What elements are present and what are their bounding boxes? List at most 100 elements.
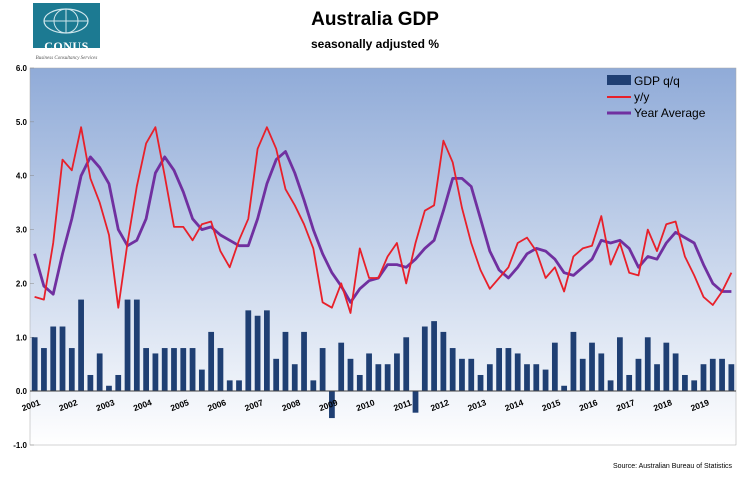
chart-subtitle: seasonally adjusted % bbox=[310, 37, 440, 51]
gdp-qq-bar bbox=[161, 348, 168, 392]
gdp-qq-bar bbox=[198, 369, 205, 392]
logo-emblem bbox=[33, 3, 100, 48]
gdp-qq-bar bbox=[87, 374, 94, 392]
legend-label: Year Average bbox=[634, 106, 706, 120]
gdp-qq-bar bbox=[115, 374, 122, 392]
gdp-qq-bars bbox=[31, 299, 735, 419]
gdp-qq-bar bbox=[319, 348, 326, 392]
gdp-qq-bar bbox=[412, 391, 419, 413]
legend-swatch-gdp bbox=[607, 75, 631, 85]
gdp-qq-bar bbox=[96, 353, 103, 392]
gdp-qq-bar bbox=[226, 380, 233, 392]
gdp-qq-bar bbox=[635, 358, 642, 392]
gdp-qq-bar bbox=[514, 353, 521, 392]
line-series bbox=[33, 126, 733, 314]
gdp-qq-bar bbox=[551, 342, 558, 392]
gdp-qq-bar bbox=[449, 348, 456, 392]
gdp-qq-bar bbox=[403, 337, 410, 392]
gdp-qq-bar bbox=[561, 385, 568, 392]
gdp-qq-bar bbox=[143, 348, 149, 392]
gdp-qq-bar bbox=[682, 374, 688, 392]
gdp-qq-bar bbox=[477, 374, 484, 392]
legend: GDP q/q y/y Year Average bbox=[607, 74, 706, 120]
gdp-qq-bar bbox=[273, 358, 280, 392]
logo-subtitle: Business Consultancy Services bbox=[35, 56, 98, 61]
gdp-qq-bar bbox=[607, 380, 614, 392]
yy-line bbox=[34, 126, 733, 314]
gdp-qq-bar bbox=[691, 380, 698, 392]
gdp-qq-bar bbox=[384, 364, 391, 392]
gdp-qq-bar bbox=[329, 391, 335, 419]
gdp-qq-bar bbox=[41, 348, 47, 392]
gdp-qq-bar bbox=[486, 364, 493, 392]
gdp-qq-bar bbox=[421, 326, 428, 392]
gdp-qq-bar bbox=[217, 348, 224, 392]
gdp-qq-bar bbox=[301, 331, 307, 392]
gdp-qq-bar bbox=[338, 342, 345, 392]
gdp-qq-bar bbox=[431, 321, 437, 392]
gdp-qq-bar bbox=[570, 331, 577, 392]
gdp-qq-bar bbox=[282, 331, 289, 392]
gdp-qq-bar bbox=[468, 358, 475, 392]
gdp-qq-bar bbox=[533, 364, 540, 392]
gdp-qq-bar bbox=[598, 353, 605, 392]
gdp-qq-bar bbox=[366, 353, 372, 392]
gdp-qq-bar bbox=[589, 342, 595, 392]
gdp-qq-bar bbox=[180, 348, 187, 392]
gdp-qq-bar bbox=[291, 364, 298, 392]
gdp-qq-bar bbox=[245, 310, 252, 392]
y-tick-label: 2.0 bbox=[16, 279, 28, 288]
y-tick-label: 4.0 bbox=[16, 172, 28, 181]
gdp-qq-bar bbox=[189, 348, 196, 392]
y-tick-label: 6.0 bbox=[16, 64, 28, 73]
chart-title: Australia GDP bbox=[311, 9, 439, 30]
gdp-qq-bar bbox=[171, 348, 177, 392]
gdp-qq-bar bbox=[524, 364, 530, 392]
gdp-qq-bar bbox=[617, 337, 623, 392]
gdp-qq-bar bbox=[440, 331, 447, 392]
gdp-qq-bar bbox=[709, 358, 716, 392]
gdp-qq-bar bbox=[644, 337, 651, 392]
legend-label: GDP q/q bbox=[634, 74, 680, 88]
y-axis: -1.0 0.0 1.0 2.0 3.0 4.0 5.0 6.0 bbox=[13, 64, 34, 450]
y-tick-label: 0.0 bbox=[16, 387, 28, 396]
gdp-qq-bar bbox=[356, 374, 363, 392]
conus-logo: CONUS Business Consultancy Services bbox=[33, 3, 100, 66]
gdp-qq-bar bbox=[310, 380, 317, 392]
y-tick-label: 3.0 bbox=[16, 226, 28, 235]
gdp-qq-bar bbox=[700, 364, 707, 392]
gdp-qq-bar bbox=[728, 364, 735, 392]
gdp-qq-bar bbox=[347, 358, 354, 392]
gdp-qq-bar bbox=[78, 299, 84, 392]
y-tick-label: 1.0 bbox=[16, 333, 28, 342]
gdp-qq-bar bbox=[50, 326, 57, 392]
gdp-qq-bar bbox=[663, 342, 670, 392]
gdp-qq-bar bbox=[505, 348, 512, 392]
gdp-qq-bar bbox=[152, 353, 159, 392]
gdp-qq-bar bbox=[626, 374, 633, 392]
logo-name: CONUS bbox=[44, 39, 89, 53]
gdp-qq-bar bbox=[106, 385, 112, 392]
gdp-qq-bar bbox=[654, 364, 660, 392]
gdp-qq-bar bbox=[124, 299, 131, 392]
gdp-qq-bar bbox=[236, 380, 242, 392]
gdp-qq-bar bbox=[68, 348, 75, 392]
gdp-qq-bar bbox=[579, 358, 586, 392]
legend-label: y/y bbox=[634, 90, 649, 104]
gdp-qq-bar bbox=[59, 326, 66, 392]
gdp-qq-bar bbox=[133, 299, 140, 392]
gdp-qq-bar bbox=[459, 358, 465, 392]
gdp-qq-bar bbox=[264, 310, 270, 392]
gdp-qq-bar bbox=[672, 353, 679, 392]
gdp-qq-bar bbox=[542, 369, 549, 392]
source-note: Source: Australian Bureau of Statistics bbox=[612, 463, 732, 470]
gdp-qq-bar bbox=[254, 315, 261, 392]
y-tick-label: -1.0 bbox=[13, 441, 27, 450]
year-average-line bbox=[33, 150, 732, 304]
gdp-qq-bar bbox=[375, 364, 382, 392]
y-tick-label: 5.0 bbox=[16, 118, 28, 127]
gdp-qq-bar bbox=[394, 353, 400, 392]
gdp-qq-bar bbox=[496, 348, 502, 392]
gdp-qq-bar bbox=[31, 337, 38, 392]
